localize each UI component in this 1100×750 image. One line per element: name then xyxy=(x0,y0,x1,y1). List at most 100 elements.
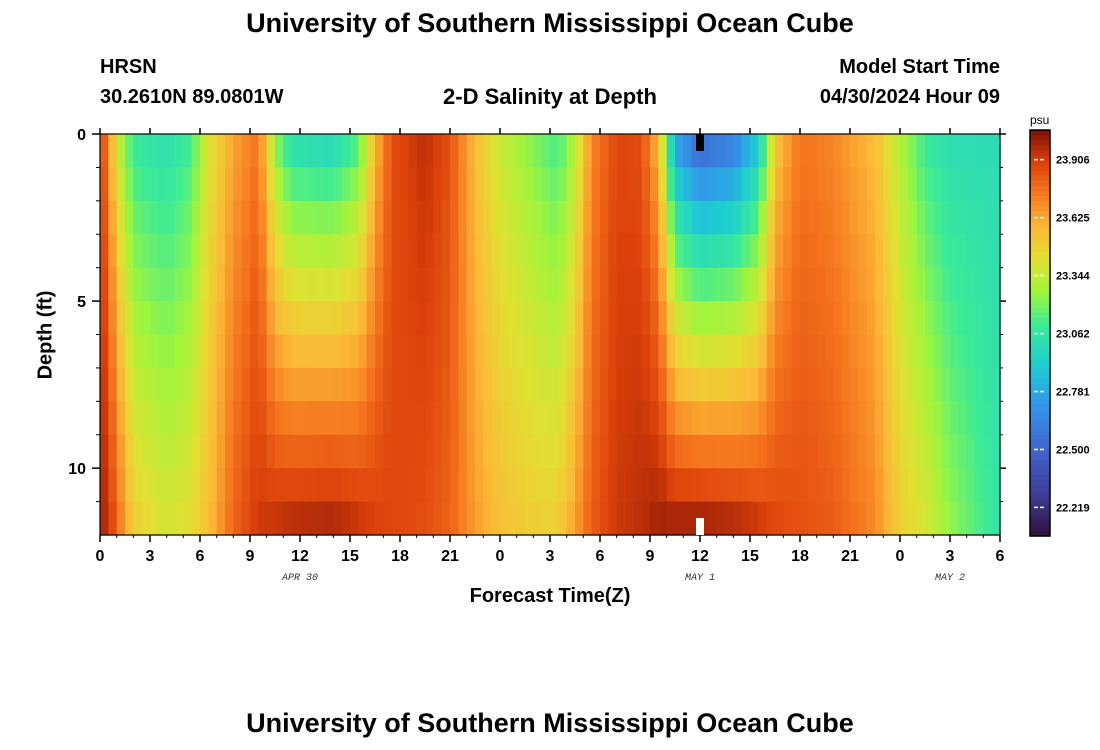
heatmap-cell xyxy=(633,334,643,369)
heatmap-cell xyxy=(508,234,518,269)
heatmap-cell xyxy=(966,301,976,336)
colorbar-segment xyxy=(1030,165,1050,172)
heatmap-cell xyxy=(441,200,451,235)
heatmap-cell xyxy=(766,501,776,536)
heatmap-cell xyxy=(983,367,993,402)
heatmap-cell xyxy=(841,200,851,235)
heatmap-cell xyxy=(316,434,326,469)
heatmap-cell xyxy=(150,434,159,469)
heatmap-cell xyxy=(316,234,326,269)
heatmap-cell xyxy=(116,468,126,503)
heatmap-cell xyxy=(383,200,393,235)
heatmap-cell xyxy=(291,401,301,436)
heatmap-cell xyxy=(208,234,218,269)
heatmap-cell xyxy=(833,267,843,302)
colorbar-segment xyxy=(1030,475,1050,481)
heatmap-cell xyxy=(433,501,443,536)
heatmap-cell xyxy=(866,367,876,402)
heatmap-cell xyxy=(716,167,726,202)
heatmap-cell xyxy=(475,434,484,469)
colorbar-segment xyxy=(1030,424,1050,431)
heatmap-cell xyxy=(250,434,259,469)
heatmap-cell xyxy=(725,401,734,436)
heatmap-cell xyxy=(825,301,834,336)
heatmap-cell xyxy=(358,334,368,369)
heatmap-cell xyxy=(216,468,226,503)
heatmap-cell xyxy=(216,267,226,302)
heatmap-cell xyxy=(483,134,493,169)
heatmap-cell xyxy=(983,267,993,302)
heatmap-cell xyxy=(558,468,568,503)
heatmap-cell xyxy=(975,200,984,235)
heatmap-cell xyxy=(108,134,118,169)
heatmap-cell xyxy=(766,301,776,336)
colorbar-segment xyxy=(1030,480,1050,486)
heatmap-cell xyxy=(408,301,418,336)
heatmap-cell xyxy=(833,468,843,503)
heatmap-cell xyxy=(375,134,384,169)
heatmap-cell xyxy=(741,234,751,269)
heatmap-cell xyxy=(866,234,876,269)
heatmap-cell xyxy=(241,501,251,536)
heatmap-cell xyxy=(100,267,109,302)
heatmap-cell xyxy=(683,367,693,402)
heatmap-cell xyxy=(925,468,934,503)
heatmap-cell xyxy=(541,501,551,536)
heatmap-cell xyxy=(366,167,376,202)
heatmap-cell xyxy=(191,367,201,402)
heatmap-cell xyxy=(133,468,143,503)
heatmap-cell xyxy=(508,301,518,336)
heatmap-cell xyxy=(900,401,909,436)
heatmap-cell xyxy=(150,301,159,336)
heatmap-cell xyxy=(508,334,518,369)
heatmap-cell xyxy=(166,334,176,369)
heatmap-cell xyxy=(375,468,384,503)
heatmap-cell xyxy=(100,134,109,169)
heatmap-cell xyxy=(758,234,768,269)
heatmap-cell xyxy=(108,301,118,336)
heatmap-cell xyxy=(675,200,684,235)
heatmap-cell xyxy=(908,301,918,336)
heatmap-cell xyxy=(108,401,118,436)
colorbar-segment xyxy=(1030,510,1050,517)
x-tick-label: 6 xyxy=(196,548,205,565)
heatmap-cell xyxy=(241,267,251,302)
heatmap-cell xyxy=(550,200,559,235)
heatmap-cell xyxy=(725,468,734,503)
heatmap-cell xyxy=(775,167,784,202)
heatmap-cell xyxy=(800,134,809,169)
heatmap-cell xyxy=(558,401,568,436)
heatmap-cell xyxy=(425,234,434,269)
heatmap-cell xyxy=(883,434,893,469)
heatmap-cell xyxy=(291,200,301,235)
heatmap-cell xyxy=(858,167,868,202)
heatmap-cell xyxy=(916,301,926,336)
heatmap-cell xyxy=(391,334,401,369)
heatmap-cell xyxy=(300,367,309,402)
heatmap-cell xyxy=(108,234,118,269)
heatmap-cell xyxy=(633,234,643,269)
heatmap-cell xyxy=(450,501,459,536)
heatmap-cell xyxy=(616,434,626,469)
heatmap-cell xyxy=(858,468,868,503)
colorbar-segment xyxy=(1030,348,1050,354)
heatmap-cell xyxy=(725,301,734,336)
heatmap-cell xyxy=(325,334,334,369)
heatmap-cell xyxy=(416,367,426,402)
heatmap-cell xyxy=(133,367,143,402)
heatmap-cell xyxy=(941,234,951,269)
heatmap-cell xyxy=(791,367,801,402)
colorbar-segment xyxy=(1030,226,1050,233)
heatmap-cell xyxy=(525,334,534,369)
colorbar-segment xyxy=(1030,343,1050,349)
colorbar-segment xyxy=(1030,464,1050,471)
heatmap-cell xyxy=(916,267,926,302)
heatmap-cell xyxy=(341,434,351,469)
heatmap-cell xyxy=(266,468,276,503)
heatmap-cell xyxy=(408,401,418,436)
heatmap-cell xyxy=(850,267,859,302)
heatmap-cell xyxy=(833,301,843,336)
heatmap-cell xyxy=(825,367,834,402)
heatmap-cell xyxy=(258,301,268,336)
heatmap-cell xyxy=(225,134,234,169)
